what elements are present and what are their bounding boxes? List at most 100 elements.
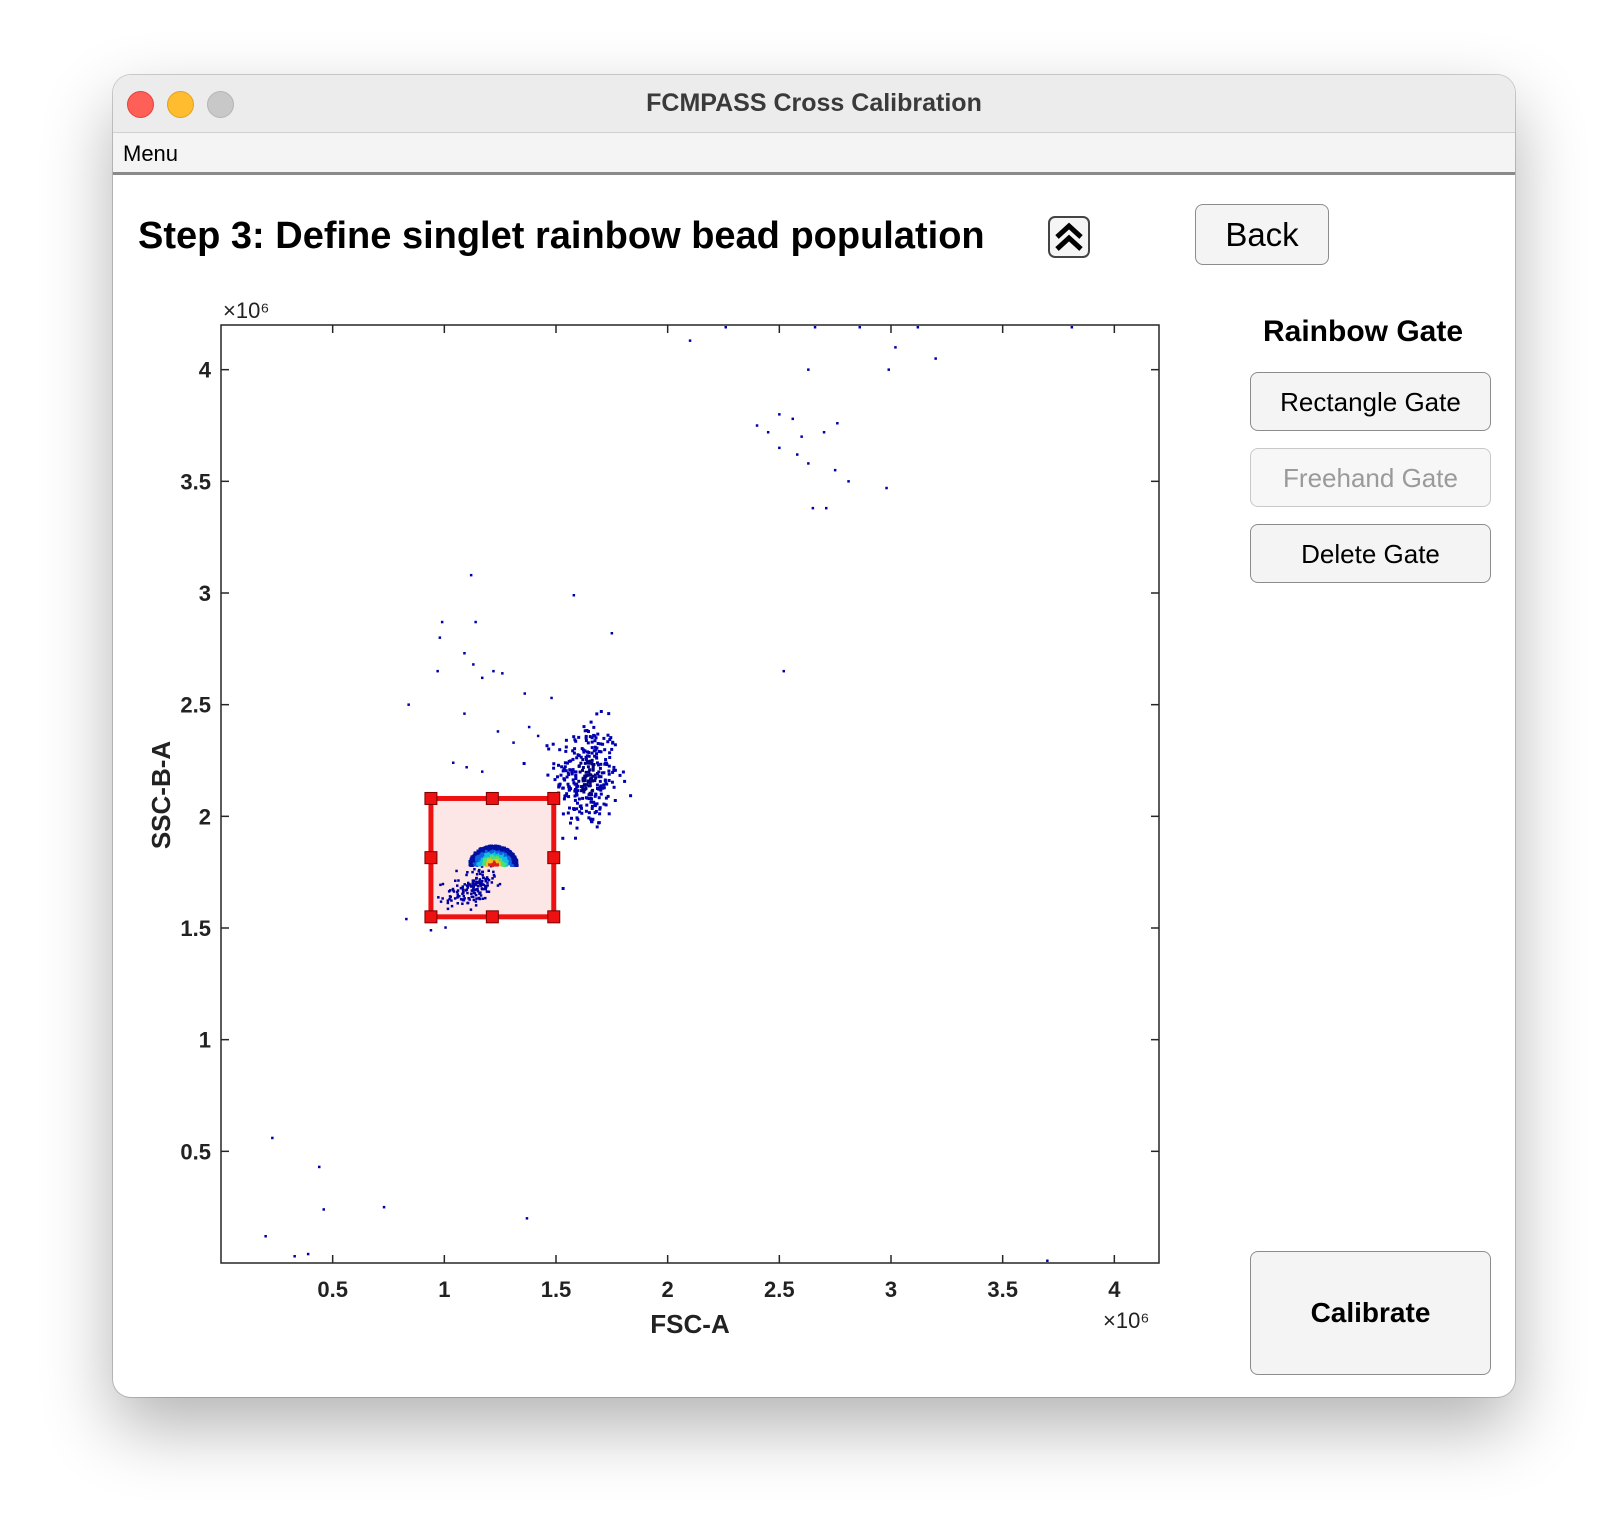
x-tick-label: 2 [662, 1277, 674, 1302]
data-point [467, 897, 470, 900]
menu-item-menu[interactable]: Menu [123, 141, 179, 166]
data-point [486, 856, 490, 860]
gate-handle[interactable] [424, 791, 438, 805]
data-point [581, 779, 585, 783]
gate-handle[interactable] [485, 910, 499, 924]
plot-frame [220, 324, 1160, 1264]
data-point [459, 898, 463, 901]
gate-handle[interactable] [424, 851, 438, 865]
data-point [604, 796, 608, 800]
data-point [476, 854, 480, 858]
rectangle-gate[interactable] [424, 791, 561, 924]
data-point [557, 763, 560, 767]
data-point [480, 852, 484, 856]
rectangle-gate-button[interactable]: Rectangle Gate [1250, 372, 1491, 431]
data-point [479, 891, 482, 894]
data-point [887, 368, 890, 371]
data-point [833, 468, 837, 472]
scatter-plot[interactable]: 0.5 1 1.5 2 2.5 3 3.5 4 0.5 1 1.5 2 2.5 3 3.5 4 ×10⁶ ×1… [113, 75, 1253, 1375]
collapse-button[interactable] [1048, 216, 1090, 258]
data-point [894, 346, 897, 349]
gate-handle[interactable] [547, 910, 561, 924]
data-point [570, 770, 574, 774]
data-point [436, 669, 439, 673]
data-point [579, 804, 583, 808]
data-point [489, 849, 493, 852]
data-point [600, 771, 604, 775]
y-tick-label: 3 [199, 581, 211, 606]
data-point [484, 877, 487, 881]
data-point [322, 1208, 325, 1211]
data-point [461, 885, 464, 888]
data-point [604, 803, 608, 807]
data-point [452, 889, 455, 892]
data-point [448, 898, 451, 901]
data-point [494, 850, 498, 854]
data-point [593, 754, 597, 758]
gate-handle[interactable] [547, 851, 561, 865]
data-point [582, 790, 586, 794]
data-point [469, 573, 473, 577]
close-window-button[interactable] [127, 91, 154, 118]
data-point [481, 770, 484, 773]
zoom-window-button[interactable] [207, 91, 234, 118]
double-chevron-up-icon [1055, 222, 1083, 251]
data-point [478, 897, 482, 901]
data-point [572, 594, 576, 597]
data-point [475, 876, 478, 880]
data-point [594, 793, 598, 797]
data-point [574, 774, 578, 778]
data-point [536, 734, 540, 738]
data-point [466, 891, 469, 895]
data-point [595, 752, 599, 756]
data-point [573, 789, 577, 793]
window-title: FCMPASS Cross Calibration [646, 89, 982, 117]
data-point [479, 860, 483, 864]
data-point [501, 846, 504, 850]
data-point [629, 794, 633, 798]
data-point [568, 768, 572, 772]
data-point [585, 796, 589, 800]
data-point [566, 761, 569, 765]
data-point [491, 845, 495, 849]
data-point [825, 506, 828, 510]
calibrate-button[interactable]: Calibrate [1250, 1251, 1491, 1375]
data-point [482, 883, 486, 887]
data-point [486, 878, 489, 881]
data-point [607, 812, 611, 816]
data-point [590, 776, 594, 780]
gate-handle[interactable] [485, 791, 499, 805]
data-point [595, 802, 599, 806]
data-point [477, 881, 480, 885]
data-point [565, 775, 569, 779]
data-point [407, 703, 410, 706]
back-button[interactable]: Back [1195, 204, 1329, 265]
data-point [564, 794, 568, 798]
x-tick-label: 2.5 [764, 1277, 795, 1302]
data-point [491, 849, 495, 853]
data-point [592, 763, 596, 766]
data-point [604, 782, 608, 786]
data-point [456, 890, 459, 894]
data-point [610, 632, 614, 635]
data-point [607, 772, 611, 776]
data-point [476, 885, 480, 888]
data-point [589, 800, 593, 804]
gate-handle[interactable] [424, 910, 438, 924]
data-point [552, 762, 556, 766]
data-point [564, 769, 568, 773]
data-point [492, 847, 496, 851]
data-point [593, 773, 597, 777]
delete-gate-button[interactable]: Delete Gate [1250, 524, 1491, 583]
data-point [610, 747, 614, 751]
data-point [611, 741, 615, 745]
minimize-window-button[interactable] [167, 91, 194, 118]
data-point [469, 858, 473, 862]
data-point [599, 788, 603, 792]
gate-handle[interactable] [547, 791, 561, 805]
data-point [596, 732, 600, 736]
data-point [558, 748, 562, 752]
data-point [572, 808, 576, 811]
data-point [494, 846, 498, 849]
data-point [480, 849, 484, 853]
